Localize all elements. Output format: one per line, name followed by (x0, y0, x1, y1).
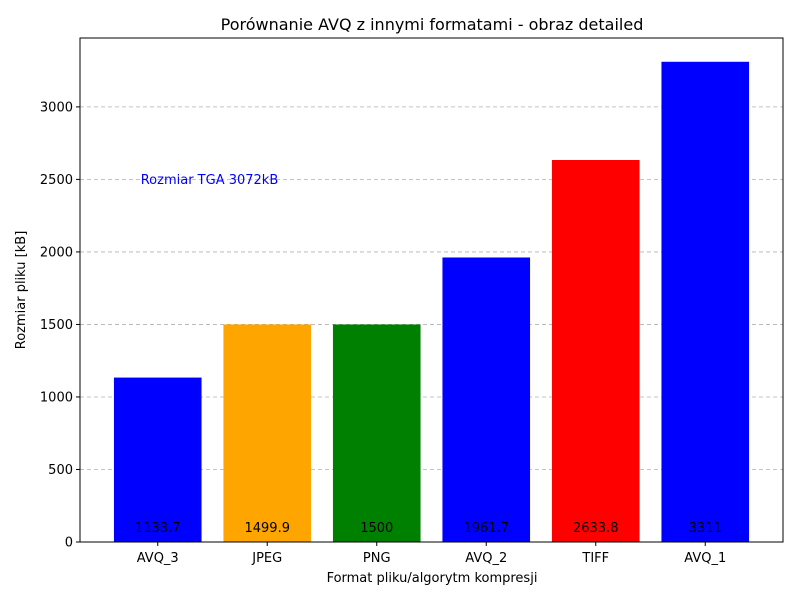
bar-jpeg (223, 324, 312, 542)
y-tick-label: 3000 (40, 100, 73, 115)
y-tick-label: 0 (65, 536, 73, 551)
x-tick-label: PNG (363, 551, 391, 566)
x-tick-label: TIFF (581, 551, 609, 566)
x-tick-label: AVQ_1 (684, 551, 726, 566)
y-tick-label: 500 (48, 463, 73, 478)
y-axis-label: Rozmiar pliku [kB] (14, 231, 29, 350)
bar-avq-3 (113, 377, 202, 542)
y-tick-label: 2500 (40, 173, 73, 188)
bar-value-label: 1961.7 (464, 521, 510, 536)
tga-size-annotation: Rozmiar TGA 3072kB (141, 173, 279, 188)
chart-title: Porównanie AVQ z innymi formatami - obra… (221, 15, 644, 34)
bar-value-label: 3311 (689, 521, 722, 536)
y-tick-label: 2000 (40, 245, 73, 260)
y-tick-label: 1500 (40, 318, 73, 333)
bar-png (332, 324, 421, 542)
bar-avq-2 (442, 257, 531, 542)
y-tick-label: 1000 (40, 390, 73, 405)
bar-value-labels: 1133.7 1499.9 1500 1961.7 2633.8 3311 (135, 521, 722, 536)
gridlines (80, 106, 783, 470)
bar-tiff (551, 160, 640, 542)
x-tick-label: JPEG (251, 551, 282, 566)
bar-avq-1 (661, 61, 750, 543)
plot-frame (79, 37, 784, 543)
bar-value-label: 1133.7 (135, 521, 181, 536)
x-axis-ticks: AVQ_3 JPEG PNG AVQ_2 TIFF AVQ_1 (137, 542, 726, 566)
bars (113, 61, 750, 543)
y-axis-ticks: 0 500 1000 1500 2000 2500 3000 (40, 100, 80, 551)
bar-value-label: 1500 (360, 521, 393, 536)
x-tick-label: AVQ_3 (137, 551, 179, 566)
x-tick-label: AVQ_2 (465, 551, 507, 566)
x-axis-label: Format pliku/algorytm kompresji (327, 571, 538, 586)
bar-value-label: 1499.9 (244, 521, 290, 536)
bar-value-label: 2633.8 (573, 521, 619, 536)
